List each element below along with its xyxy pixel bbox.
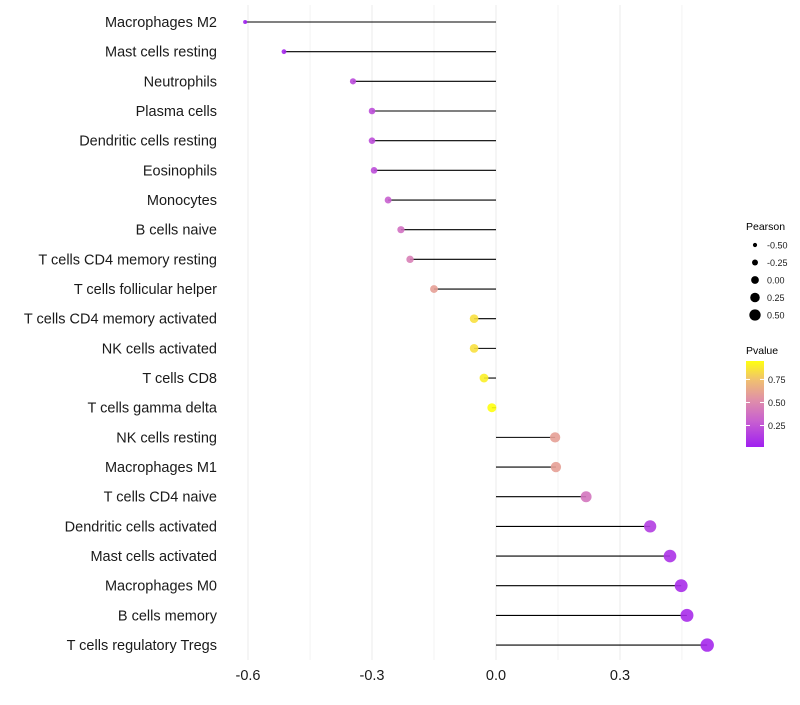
- category-label: Dendritic cells activated: [65, 519, 217, 535]
- category-label: Eosinophils: [143, 163, 217, 179]
- lollipop-row: Plasma cells: [136, 104, 496, 120]
- lollipop-point: [549, 432, 561, 443]
- lollipop-point: [487, 403, 497, 413]
- category-label: NK cells activated: [102, 341, 217, 357]
- lollipop-point: [430, 285, 438, 293]
- pearson-size-legend: Pearson -0.50 -0.25 0.00 0.25 0.50: [746, 221, 788, 321]
- lollipop-row: Eosinophils: [143, 163, 496, 179]
- grid-lines: [247, 5, 683, 660]
- x-tick-label: 0.0: [486, 668, 506, 684]
- x-tick-label: -0.3: [360, 668, 385, 684]
- lollipop-point: [580, 491, 592, 503]
- x-tick-label: 0.3: [610, 668, 630, 684]
- category-label: T cells regulatory Tregs: [67, 638, 217, 654]
- size-legend-dot: [749, 309, 761, 321]
- category-label: Monocytes: [147, 193, 217, 209]
- size-legend-label: 0.50: [767, 311, 785, 321]
- lollipop-row: T cells CD4 memory activated: [24, 312, 496, 328]
- lollipop-point: [550, 461, 562, 473]
- pvalue-colorbar: [746, 361, 764, 447]
- lollipop-point: [663, 549, 677, 563]
- category-label: Macrophages M0: [105, 579, 217, 595]
- lollipop-point: [281, 49, 287, 55]
- category-label: T cells gamma delta: [88, 401, 218, 417]
- lollipop-point: [469, 344, 479, 353]
- category-label: Mast cells activated: [90, 549, 217, 565]
- x-axis: -0.6 -0.3 0.0 0.3: [236, 668, 631, 684]
- lollipop-row: B cells naive: [136, 223, 496, 239]
- category-label: T cells CD4 memory activated: [24, 312, 217, 328]
- lollipop-point: [469, 314, 479, 324]
- category-label: Plasma cells: [136, 104, 217, 120]
- lollipop-row: Mast cells activated: [90, 549, 677, 565]
- colorbar-label: 0.25: [768, 421, 786, 431]
- category-label: NK cells resting: [116, 430, 217, 446]
- size-legend-label: -0.50: [767, 241, 788, 251]
- lollipop-row: Macrophages M0: [105, 579, 688, 595]
- lollipop-point: [349, 78, 357, 85]
- lollipop-row: NK cells activated: [102, 341, 496, 357]
- lollipop-row: Macrophages M1: [105, 460, 562, 476]
- lollipop-point: [674, 579, 688, 593]
- pearson-legend-title: Pearson: [746, 221, 785, 233]
- lollipop-row: Monocytes: [147, 193, 496, 209]
- pvalue-legend-title: Pvalue: [746, 345, 778, 357]
- lollipop-row: T cells gamma delta: [88, 401, 497, 417]
- lollipop-row: Dendritic cells activated: [65, 519, 657, 535]
- lollipop-row: T cells CD4 naive: [104, 490, 592, 506]
- lollipop-point: [397, 226, 405, 234]
- lollipop-point: [680, 608, 694, 622]
- lollipop-point: [479, 373, 489, 383]
- category-label: B cells memory: [118, 608, 218, 624]
- category-label: Mast cells resting: [105, 45, 217, 61]
- category-label: B cells naive: [136, 223, 217, 239]
- size-legend-label: -0.25: [767, 258, 788, 268]
- category-label: T cells CD4 naive: [104, 490, 217, 506]
- lollipop-row: T cells CD8: [142, 371, 496, 387]
- pvalue-color-legend: Pvalue 0.25 0.50 0.75: [746, 345, 786, 447]
- size-legend-label: 0.25: [767, 293, 785, 303]
- lollipop-point: [243, 19, 248, 25]
- category-label: Dendritic cells resting: [79, 134, 217, 150]
- lollipop-point: [384, 196, 392, 204]
- colorbar-label: 0.50: [768, 398, 786, 408]
- size-legend-dot: [751, 276, 759, 284]
- lollipop-row: Macrophages M2: [105, 15, 496, 31]
- size-legend-dot: [752, 259, 758, 266]
- size-legend-dot: [752, 242, 758, 248]
- size-legend-dot: [750, 292, 760, 303]
- size-legend-label: 0.00: [767, 276, 785, 286]
- lollipop-row: NK cells resting: [116, 430, 561, 446]
- lollipop-row: T cells regulatory Tregs: [67, 638, 714, 654]
- lollipop-row: T cells follicular helper: [74, 282, 496, 298]
- category-label: T cells CD4 memory resting: [38, 252, 217, 268]
- x-tick-label: -0.6: [236, 668, 261, 684]
- lollipop-row: B cells memory: [118, 608, 694, 624]
- lollipop-row: Mast cells resting: [105, 45, 496, 61]
- chart-rows: Macrophages M2 Mast cells resting Neutroph…: [24, 15, 714, 654]
- lollipop-point: [700, 638, 714, 652]
- lollipop-point: [368, 137, 376, 144]
- lollipop-row: Neutrophils: [144, 74, 496, 90]
- category-label: Macrophages M1: [105, 460, 217, 476]
- lollipop-row: T cells CD4 memory resting: [38, 252, 496, 268]
- lollipop-point: [370, 167, 378, 174]
- lollipop-point: [368, 107, 376, 115]
- colorbar-label: 0.75: [768, 375, 786, 385]
- category-label: T cells CD8: [142, 371, 217, 387]
- lollipop-row: Dendritic cells resting: [79, 134, 496, 150]
- category-label: Neutrophils: [144, 74, 217, 90]
- category-label: T cells follicular helper: [74, 282, 217, 298]
- category-label: Macrophages M2: [105, 15, 217, 31]
- lollipop-point: [644, 520, 657, 533]
- lollipop-point: [406, 255, 414, 264]
